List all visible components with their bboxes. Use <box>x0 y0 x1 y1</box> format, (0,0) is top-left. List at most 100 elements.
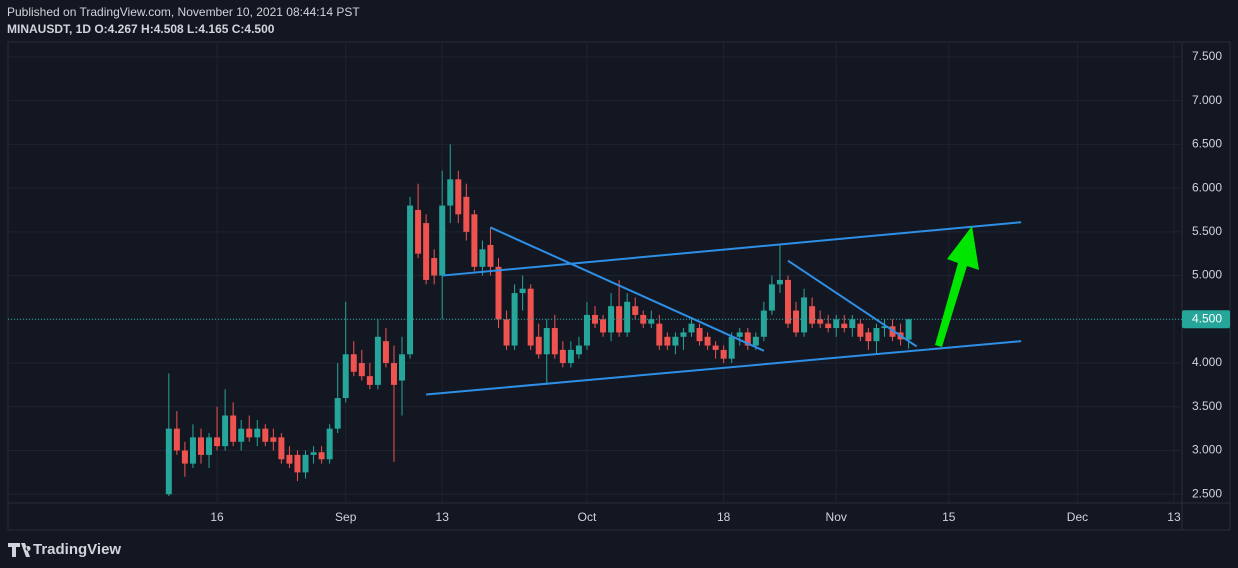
candle-body <box>479 249 486 267</box>
candle-body <box>600 319 607 333</box>
logo-icon <box>8 543 31 557</box>
candle-body <box>206 437 213 455</box>
y-tick-label: 6.500 <box>1192 137 1222 151</box>
candle-body <box>302 454 309 473</box>
candle-body <box>592 314 598 324</box>
candle-body <box>873 328 880 342</box>
candle-body <box>752 336 759 346</box>
candle-body <box>527 288 534 346</box>
x-tick-label: Sep <box>335 510 357 524</box>
candle-body <box>286 454 293 464</box>
candle-body <box>768 284 775 311</box>
candle-body <box>511 293 518 346</box>
candle-body <box>551 328 558 355</box>
logo-text: TradingView <box>33 541 121 558</box>
x-tick-label: Nov <box>826 510 847 524</box>
candle-body <box>214 437 221 447</box>
x-tick-label: 15 <box>942 510 956 524</box>
candle-body <box>439 205 446 276</box>
y-tick-label: 4.000 <box>1192 355 1222 369</box>
candle-body <box>503 319 510 346</box>
candle-body <box>720 349 727 359</box>
candle-body <box>648 319 655 324</box>
y-tick-label: 5.500 <box>1192 224 1222 238</box>
candle-body <box>688 323 695 333</box>
x-tick-label: 16 <box>210 510 224 524</box>
candle-body <box>535 336 542 355</box>
candle-body <box>583 314 590 346</box>
candle-body <box>431 258 438 276</box>
y-tick-label: 7.500 <box>1192 49 1222 63</box>
candle-body <box>728 336 735 359</box>
candle-body <box>165 428 172 495</box>
candle-body <box>350 354 357 372</box>
candle-body <box>366 376 373 385</box>
candle-body <box>374 336 381 385</box>
candle-body <box>382 341 389 364</box>
candle-body <box>238 428 245 442</box>
trendline <box>426 340 1022 396</box>
y-tick-label: 5.000 <box>1192 268 1222 282</box>
candle-body <box>704 336 711 346</box>
y-tick-label: 3.500 <box>1192 399 1222 413</box>
price-label: 4.500 <box>1192 311 1222 325</box>
candle-body <box>358 363 365 377</box>
candle-body <box>640 314 647 324</box>
candle-body <box>407 205 414 355</box>
axes: 2.500 3.000 3.500 4.000 4.500 5.000 5.500 6.000… <box>210 49 1230 524</box>
candle-body <box>519 288 526 294</box>
candle-body <box>495 266 502 320</box>
candle-body <box>254 428 261 438</box>
candle-body <box>318 452 325 460</box>
y-tick-label: 3.000 <box>1192 443 1222 457</box>
candle-body <box>222 415 229 447</box>
candle-body <box>696 328 703 342</box>
x-tick-label: Dec <box>1067 510 1088 524</box>
candle-body <box>624 301 631 333</box>
candle-body <box>857 323 864 337</box>
x-tick-label: 13 <box>436 510 450 524</box>
x-tick-label: 13 <box>1167 510 1181 524</box>
legend: MINAUSDT, 1D O:4.267 H:4.508 L:4.165 C:4… <box>7 22 275 36</box>
candle-body <box>262 428 269 442</box>
candle-body <box>447 179 454 206</box>
candle-body <box>423 223 430 280</box>
candle-body <box>246 428 253 438</box>
candle-body <box>664 336 671 346</box>
x-tick-label: Oct <box>578 510 597 524</box>
candle-body <box>760 310 767 337</box>
candle-body <box>905 319 912 340</box>
candle-body <box>230 415 237 442</box>
candle-body <box>415 209 422 254</box>
candle-body <box>455 179 462 215</box>
trendline <box>490 226 765 352</box>
candle-body <box>881 326 888 329</box>
candle-body <box>841 323 848 329</box>
candle-body <box>833 319 840 329</box>
panel-border <box>7 41 1231 531</box>
candle-body <box>334 398 341 429</box>
candle-body <box>680 332 687 337</box>
candle-body <box>672 336 679 346</box>
published: Published on TradingView.com, November 1… <box>7 5 360 19</box>
candle-body <box>712 345 719 350</box>
candle-body <box>543 328 550 355</box>
candle-body <box>825 323 832 329</box>
green-arrow <box>935 226 979 347</box>
candle-body <box>326 428 333 460</box>
candle-body <box>559 349 566 364</box>
y-tick-label: 6.000 <box>1192 180 1222 194</box>
candle-body <box>189 437 196 464</box>
candle-body <box>399 354 406 381</box>
candle-body <box>865 332 872 342</box>
candle-body <box>889 326 896 337</box>
candle-body <box>817 319 824 324</box>
candle-body <box>801 297 808 333</box>
trendline <box>442 221 1022 277</box>
y-tick-label: 2.500 <box>1192 486 1222 500</box>
candle-body <box>197 437 204 455</box>
candle-body <box>294 454 301 473</box>
candle-body <box>632 306 639 315</box>
candle-body <box>575 345 582 355</box>
candle-body <box>744 332 751 346</box>
